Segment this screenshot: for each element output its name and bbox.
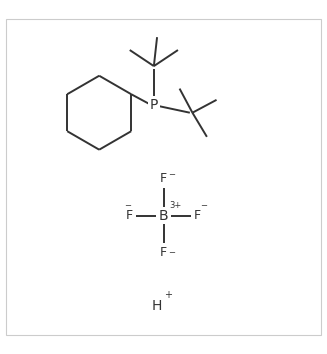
- Text: B: B: [159, 209, 168, 223]
- Text: +: +: [164, 290, 172, 301]
- Text: −: −: [168, 170, 175, 179]
- Text: −: −: [200, 201, 207, 210]
- Text: H: H: [152, 298, 162, 313]
- Text: F: F: [194, 209, 201, 222]
- Text: F: F: [126, 209, 133, 222]
- Text: P: P: [150, 98, 158, 112]
- Text: F: F: [160, 246, 167, 259]
- Text: F: F: [160, 172, 167, 185]
- Text: −: −: [168, 248, 175, 257]
- Text: 3+: 3+: [169, 201, 181, 210]
- Text: −: −: [125, 201, 131, 210]
